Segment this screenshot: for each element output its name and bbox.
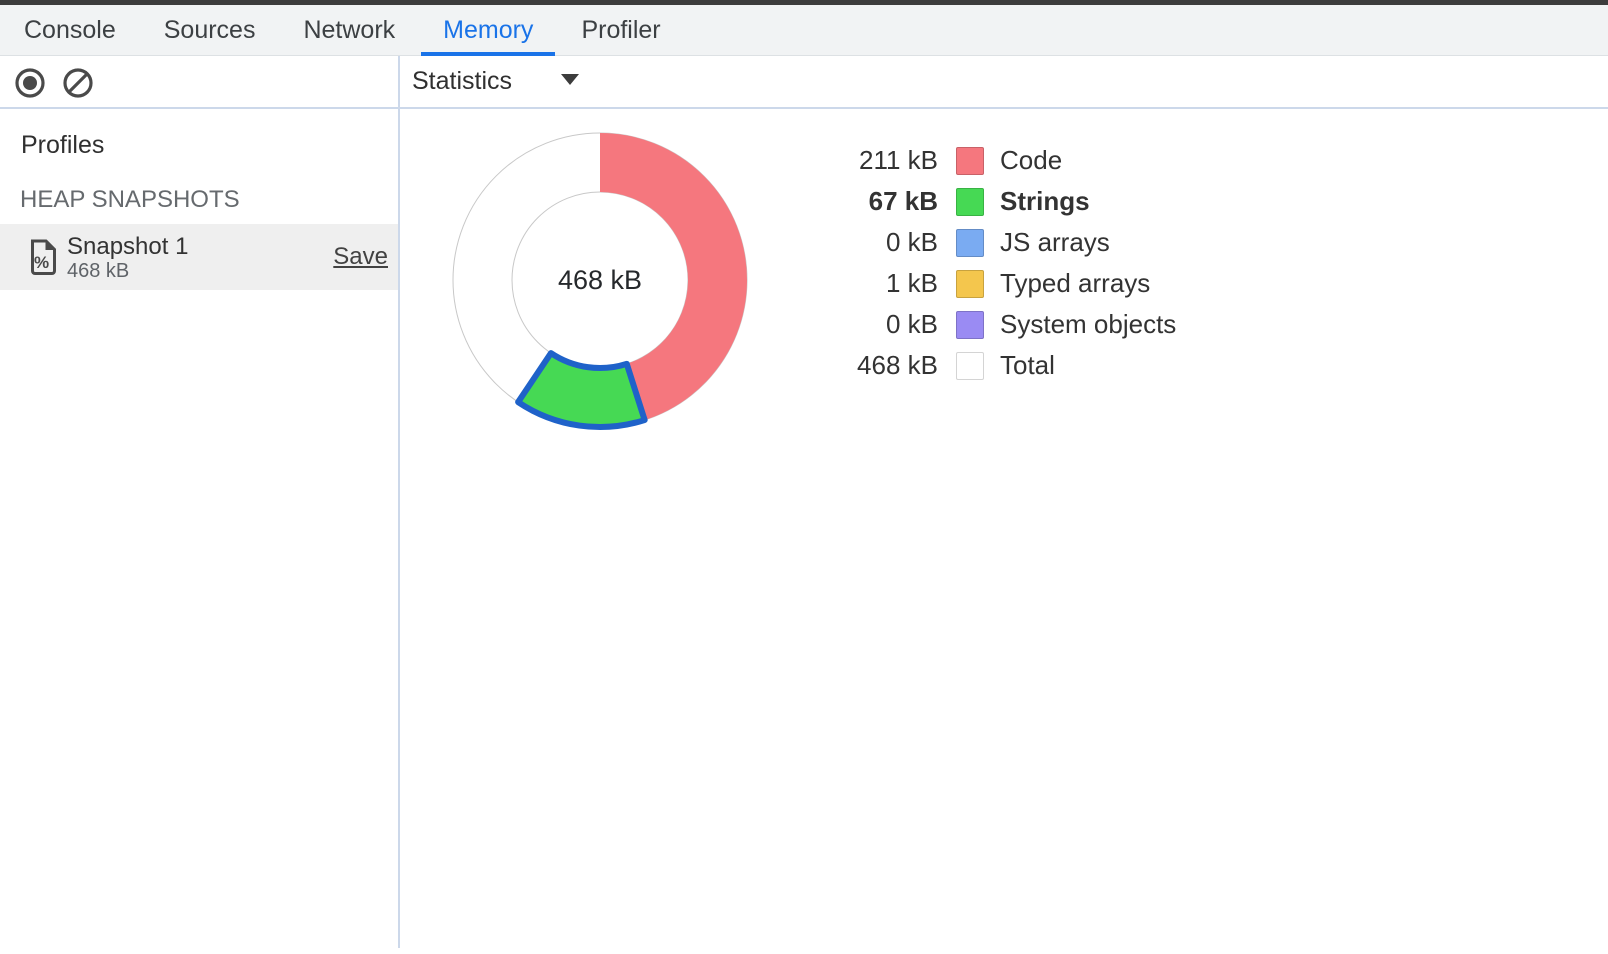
legend-label: Code	[1000, 145, 1063, 175]
legend-row-code[interactable]: 211 kB Code	[830, 140, 1176, 181]
tab-profiler[interactable]: Profiler	[581, 15, 661, 44]
profiles-sidebar: Profiles HEAP SNAPSHOTS % Snapshot 1 468…	[0, 111, 398, 954]
pie-slice-strings[interactable]	[515, 350, 648, 430]
tab-console[interactable]: Console	[24, 15, 116, 44]
tab-memory[interactable]: Memory	[419, 5, 557, 56]
legend-label: System objects	[1000, 309, 1177, 339]
perspective-dropdown[interactable]: Statistics	[412, 56, 580, 107]
legend-label: JS arrays	[1000, 227, 1110, 257]
snapshot-name: Snapshot 1	[67, 232, 189, 260]
snapshot-list-item[interactable]: % Snapshot 1 468 kB Save	[0, 224, 398, 290]
devtools-tabbar: Console Sources Network Memory Profiler	[0, 5, 1608, 56]
statistics-panel: 468 kB 211 kB Code 67 kB Strings 0 kB JS arra…	[400, 111, 1608, 954]
clear-icon	[63, 68, 93, 98]
memory-toolbar: Statistics	[0, 56, 1608, 109]
profiles-title: Profiles	[21, 131, 105, 159]
legend-swatch-system-objects	[956, 310, 984, 339]
tab-network[interactable]: Network	[303, 15, 396, 44]
donut-outline-inner	[511, 191, 689, 369]
chart-legend: 211 kB Code 67 kB Strings 0 kB JS arrays 1 kB T…	[830, 140, 1176, 386]
donut-chart: 468 kB	[440, 120, 760, 440]
sidebar-divider[interactable]	[398, 56, 400, 948]
perspective-dropdown-value: Statistics	[412, 67, 513, 95]
record-heap-snapshot-button[interactable]	[13, 66, 47, 100]
snapshot-size: 468 kB	[67, 259, 130, 282]
window-top-strip	[0, 0, 1608, 5]
legend-label: Total	[1000, 350, 1055, 380]
snapshot-file-icon: %	[31, 239, 56, 275]
chevron-down-icon	[560, 73, 580, 91]
clear-all-profiles-button[interactable]	[61, 66, 95, 100]
tab-sources[interactable]: Sources	[163, 15, 256, 44]
svg-text:%: %	[34, 253, 49, 272]
legend-swatch-typed-arrays	[956, 269, 984, 298]
legend-swatch-code	[956, 146, 984, 175]
legend-size: 211 kB	[858, 145, 938, 175]
legend-row-js-arrays[interactable]: 0 kB JS arrays	[830, 222, 1176, 263]
pie-slice-code[interactable]	[600, 133, 747, 421]
legend-size: 468 kB	[857, 350, 938, 380]
legend-size: 1 kB	[885, 268, 938, 298]
save-link[interactable]: Save	[333, 243, 388, 270]
legend-swatch-strings	[956, 187, 984, 216]
legend-size: 0 kB	[885, 227, 938, 257]
legend-row-strings[interactable]: 67 kB Strings	[830, 181, 1176, 222]
legend-label: Typed arrays	[1000, 268, 1151, 298]
heap-snapshots-heading: HEAP SNAPSHOTS	[20, 186, 240, 213]
record-icon	[15, 68, 45, 98]
legend-row-system-objects[interactable]: 0 kB System objects	[830, 304, 1176, 345]
legend-size: 67 kB	[868, 186, 938, 216]
legend-size: 0 kB	[885, 309, 938, 339]
legend-row-total[interactable]: 468 kB Total	[830, 345, 1176, 386]
legend-swatch-js-arrays	[956, 228, 984, 257]
legend-label: Strings	[1000, 186, 1090, 216]
legend-swatch-total	[956, 351, 984, 380]
legend-row-typed-arrays[interactable]: 1 kB Typed arrays	[830, 263, 1176, 304]
snapshot-text: Snapshot 1 468 kB	[67, 233, 188, 282]
